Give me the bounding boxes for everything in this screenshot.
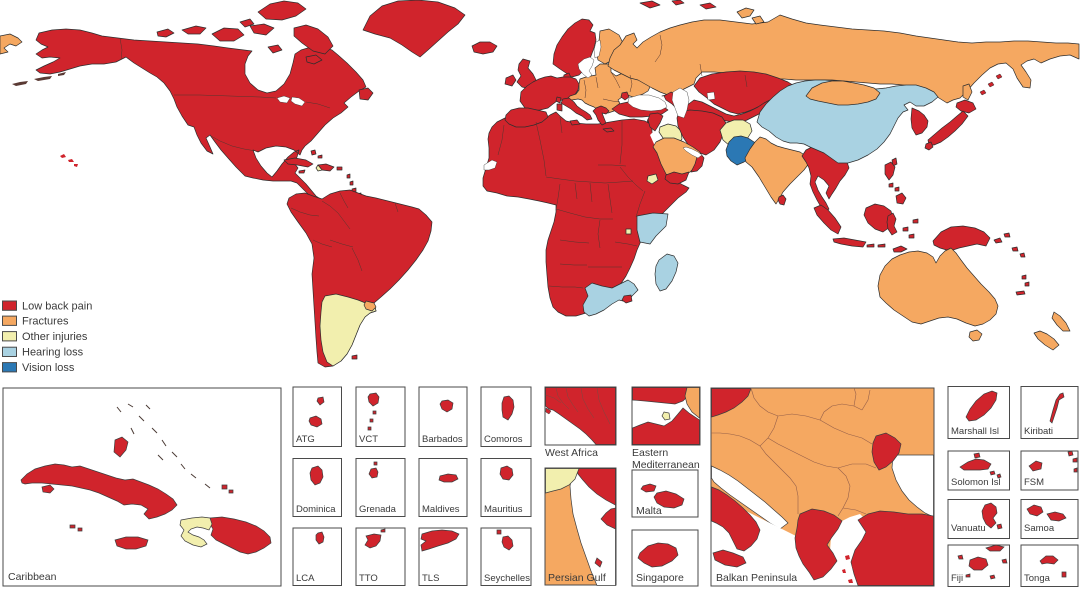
svg-text:Hearing loss: Hearing loss (22, 347, 84, 359)
svg-text:Kiribati: Kiribati (1024, 426, 1053, 437)
svg-text:Balkan Peninsula: Balkan Peninsula (716, 572, 797, 584)
svg-text:Caribbean: Caribbean (8, 571, 57, 583)
svg-text:TLS: TLS (422, 573, 439, 584)
svg-text:FSM: FSM (1024, 477, 1044, 488)
svg-text:LCA: LCA (296, 573, 315, 584)
svg-text:Solomon Isl: Solomon Isl (951, 477, 1001, 488)
svg-text:Dominica: Dominica (296, 504, 336, 515)
svg-text:West Africa: West Africa (545, 447, 598, 459)
svg-text:Marshall Isl: Marshall Isl (951, 426, 999, 437)
svg-text:Fractures: Fractures (22, 316, 69, 328)
svg-text:Singapore: Singapore (636, 572, 684, 584)
svg-text:Tonga: Tonga (1024, 573, 1051, 584)
svg-text:Vanuatu: Vanuatu (951, 523, 986, 534)
svg-text:Mauritius: Mauritius (484, 504, 523, 515)
svg-text:TTO: TTO (359, 573, 378, 584)
svg-text:Mediterranean: Mediterranean (632, 459, 700, 471)
svg-text:Grenada: Grenada (359, 504, 397, 515)
svg-text:Samoa: Samoa (1024, 523, 1055, 534)
svg-text:Fiji: Fiji (951, 573, 963, 584)
svg-text:Persian Gulf: Persian Gulf (548, 572, 606, 584)
svg-text:Malta: Malta (636, 505, 662, 517)
svg-text:Low back pain: Low back pain (22, 301, 92, 313)
svg-text:Barbados: Barbados (422, 434, 463, 445)
svg-text:VCT: VCT (359, 434, 378, 445)
svg-text:Other injuries: Other injuries (22, 331, 88, 343)
svg-text:Seychelles: Seychelles (484, 573, 530, 584)
svg-text:Comoros: Comoros (484, 434, 523, 445)
svg-text:ATG: ATG (296, 434, 315, 445)
svg-text:Maldives: Maldives (422, 504, 460, 515)
svg-text:Vision loss: Vision loss (22, 362, 75, 374)
svg-text:Eastern: Eastern (632, 447, 668, 459)
